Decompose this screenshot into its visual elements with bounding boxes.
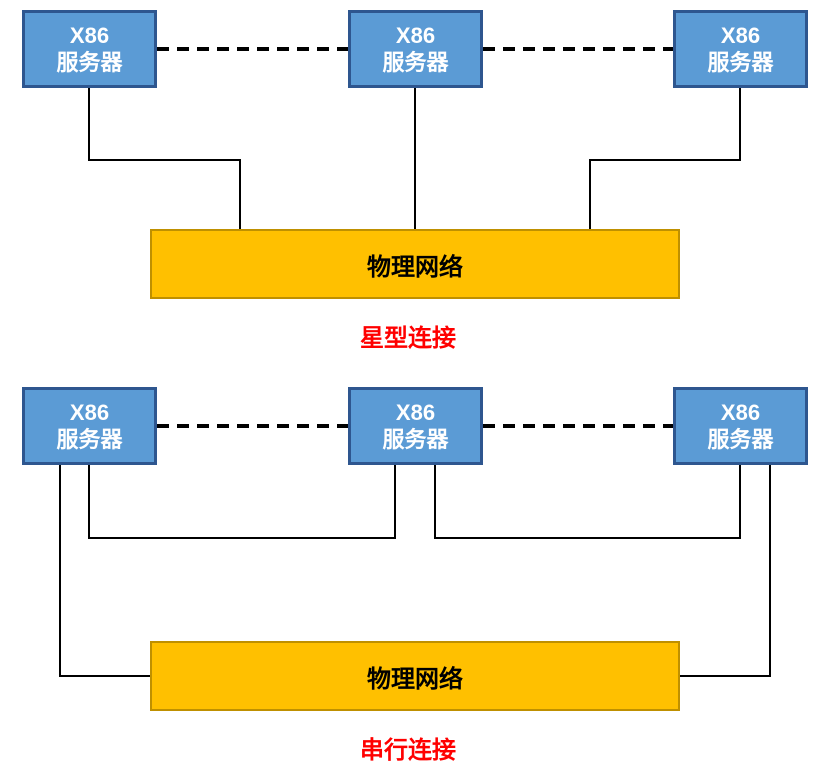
server-label: X86服务器 <box>382 22 448 77</box>
star-network: 物理网络 <box>150 229 680 299</box>
server-label: X86服务器 <box>707 22 773 77</box>
star-server-s3: X86服务器 <box>673 10 808 88</box>
star-server-s2: X86服务器 <box>348 10 483 88</box>
star-caption: 星型连接 <box>360 318 456 353</box>
serial-network: 物理网络 <box>150 641 680 711</box>
server-label: X86服务器 <box>56 22 122 77</box>
server-label: X86服务器 <box>707 399 773 454</box>
star-server-s1: X86服务器 <box>22 10 157 88</box>
serial-server-s1: X86服务器 <box>22 387 157 465</box>
server-label: X86服务器 <box>56 399 122 454</box>
serial-caption: 串行连接 <box>360 730 456 765</box>
server-label: X86服务器 <box>382 399 448 454</box>
serial-server-s2: X86服务器 <box>348 387 483 465</box>
serial-server-s3: X86服务器 <box>673 387 808 465</box>
